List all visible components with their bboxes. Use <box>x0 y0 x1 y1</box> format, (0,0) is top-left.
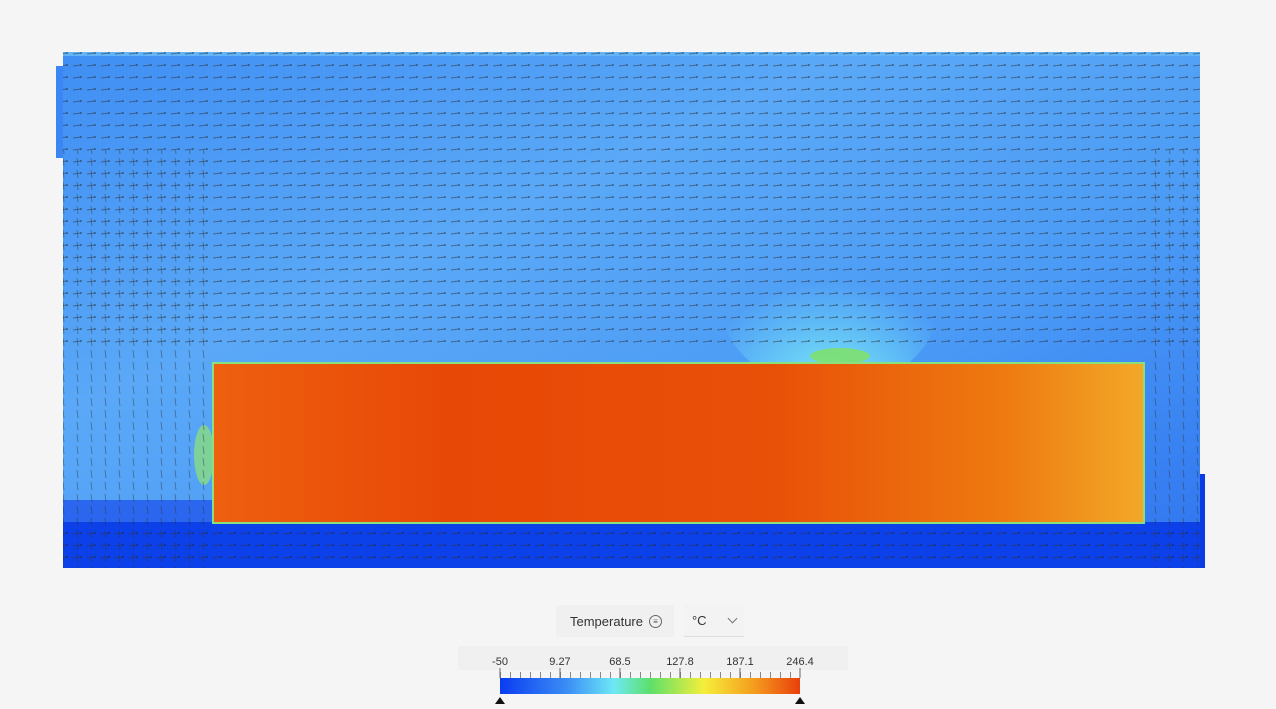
velocity-vectors-left <box>63 150 213 568</box>
max-handle[interactable] <box>795 697 805 704</box>
tick-label: 187.1 <box>726 656 754 668</box>
quantity-label: Temperature <box>570 613 643 629</box>
tick-label: 246.4 <box>786 656 814 668</box>
heated-solid <box>214 364 1143 522</box>
tick-label: -50 <box>492 656 508 668</box>
unit-label: °C <box>691 613 707 628</box>
velocity-vectors-right <box>1143 150 1200 568</box>
velocity-vectors <box>63 52 1200 352</box>
simulation-view <box>56 52 1205 568</box>
tick-label: 127.8 <box>666 656 694 668</box>
menu-icon[interactable]: ≡ <box>648 614 662 628</box>
quantity-selector[interactable]: Temperature ≡ <box>556 605 674 637</box>
tick-label: 68.5 <box>609 656 630 668</box>
dropdown-chevron <box>727 613 738 624</box>
color-legend: -50 9.27 68.5 127.8 187.1 246.4 <box>458 646 848 704</box>
tick-strip <box>458 646 848 670</box>
inlet <box>56 66 66 158</box>
minor-ticks <box>500 672 800 678</box>
velocity-vectors-floor <box>63 522 1200 568</box>
unit-selector[interactable]: °C <box>683 605 744 637</box>
min-handle[interactable] <box>495 697 505 704</box>
legend-header: Temperature ≡ °C <box>556 605 744 637</box>
tick-label: 9.27 <box>549 656 570 668</box>
colorbar <box>500 678 800 694</box>
